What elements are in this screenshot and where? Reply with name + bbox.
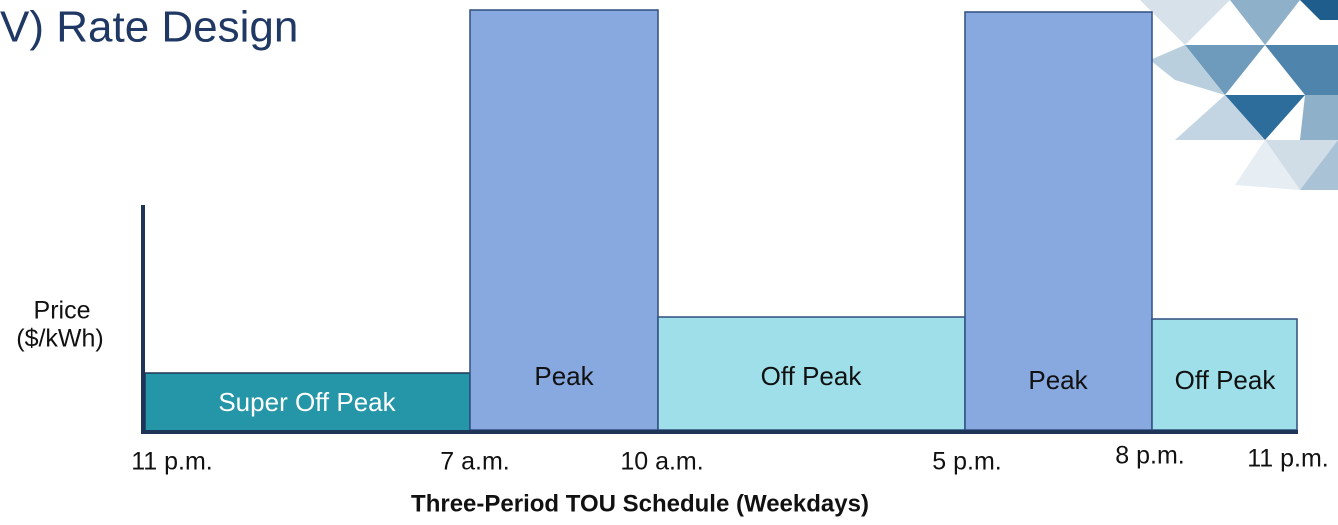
time-label: 8 p.m. [1115, 442, 1184, 470]
y-axis-label: ($/kWh) [16, 325, 104, 353]
x-axis-title: Three-Period TOU Schedule (Weekdays) [411, 490, 869, 517]
time-label: 10 a.m. [620, 448, 703, 476]
y-axis-label: Price [34, 297, 91, 325]
time-label: 7 a.m. [440, 448, 509, 476]
period-label: Super Off Peak [218, 387, 396, 417]
period-label: Off Peak [1175, 365, 1277, 395]
period-label: Peak [1028, 365, 1088, 395]
slide: V) Rate Design Super Off Peak Peak Off P… [0, 0, 1338, 525]
time-label: 11 p.m. [131, 448, 213, 476]
time-label: 11 p.m. [1247, 445, 1329, 473]
page: V) Rate Design Super Off Peak Peak Off P… [0, 0, 1338, 525]
slide-title: V) Rate Design [0, 3, 298, 52]
time-label: 5 p.m. [932, 448, 1001, 476]
period-label: Off Peak [761, 361, 863, 391]
period-label: Peak [534, 361, 594, 391]
decoration [1140, 0, 1338, 190]
